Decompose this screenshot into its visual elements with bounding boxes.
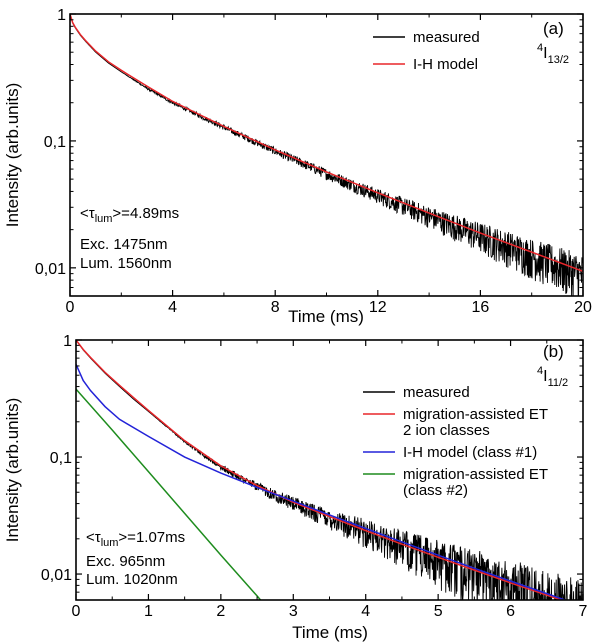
legend-label-line2: (class #2) <box>403 482 468 499</box>
x-tick-label: 3 <box>289 603 298 620</box>
x-tick-label: 0 <box>66 299 75 316</box>
series-line-3 <box>76 363 568 600</box>
legend-label: migration-assisted ET <box>403 466 548 483</box>
series-line-1 <box>76 340 583 600</box>
x-axis-label: Time (ms) <box>292 623 368 642</box>
lifetime-annotation: <τlum>=1.07ms <box>86 529 185 549</box>
legend-label: migration-assisted ET <box>403 406 548 423</box>
y-axis-label: Intensity (arb.units) <box>3 398 22 543</box>
lifetime-prefix: <τ <box>86 529 101 546</box>
series-line-2 <box>70 14 583 272</box>
transition-label: 4I11/2 <box>537 365 568 389</box>
legend-label: I-H model <box>413 56 478 73</box>
luminescence-annotation: Lum. 1020nm <box>86 571 178 588</box>
lifetime-subscript: lum <box>101 537 119 549</box>
x-tick-label: 16 <box>472 299 490 316</box>
legend-label: measured <box>403 384 470 401</box>
excitation-annotation: Exc. 965nm <box>86 553 165 570</box>
x-tick-label: 2 <box>216 603 225 620</box>
y-tick-label: 0,01 <box>35 261 66 278</box>
legend-label-line2: 2 ion classes <box>403 422 490 439</box>
legend-label: measured <box>413 29 480 46</box>
luminescence-annotation: Lum. 1560nm <box>80 255 172 272</box>
x-tick-label: 4 <box>361 603 370 620</box>
x-tick-label: 6 <box>506 603 515 620</box>
x-tick-label: 12 <box>369 299 387 316</box>
y-tick-label: 0,1 <box>44 134 66 151</box>
series-line-4 <box>76 388 262 600</box>
series-line-2 <box>76 340 564 600</box>
x-tick-label: 5 <box>434 603 443 620</box>
lifetime-subscript: lum <box>95 213 113 225</box>
excitation-annotation: Exc. 1475nm <box>80 236 168 253</box>
transition-subscript: 13/2 <box>548 54 569 66</box>
transition-superscript: 4 <box>537 365 543 377</box>
transition-label: 4I13/2 <box>537 42 569 66</box>
x-tick-label: 1 <box>144 603 153 620</box>
lifetime-value: >=1.07ms <box>118 529 185 546</box>
legend-label: I-H model (class #1) <box>403 444 537 461</box>
x-tick-label: 7 <box>579 603 588 620</box>
y-tick-label: 0,1 <box>50 450 72 467</box>
y-axis-label: Intensity (arb.units) <box>3 83 22 228</box>
x-tick-label: 4 <box>168 299 177 316</box>
lifetime-value: >=4.89ms <box>112 205 179 222</box>
x-axis-label: Time (ms) <box>288 307 364 326</box>
lifetime-prefix: <τ <box>80 205 95 222</box>
lifetime-annotation: <τlum>=4.89ms <box>80 205 179 225</box>
x-tick-label: 20 <box>574 299 592 316</box>
transition-symbol: I <box>543 45 547 62</box>
x-tick-label: 8 <box>271 299 280 316</box>
panel-label: (a) <box>543 19 564 38</box>
x-tick-label: 0 <box>72 603 81 620</box>
transition-superscript: 4 <box>537 42 543 54</box>
panel-label: (b) <box>543 342 564 361</box>
y-tick-label: 1 <box>57 7 66 24</box>
transition-subscript: 11/2 <box>548 377 569 389</box>
y-tick-label: 1 <box>63 333 72 350</box>
series-line-1 <box>70 14 583 296</box>
transition-symbol: I <box>543 368 547 385</box>
y-tick-label: 0,01 <box>41 567 72 584</box>
